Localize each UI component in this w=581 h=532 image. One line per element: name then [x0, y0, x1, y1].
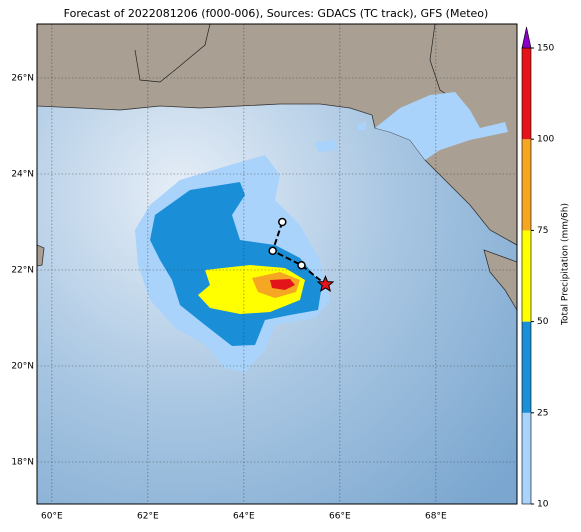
land — [37, 244, 45, 267]
colorbar-label: Total Precipitation (mm/6h) — [561, 203, 571, 326]
colorbar-tick-label: 75 — [537, 226, 548, 236]
chart-title: Forecast of 2022081206 (f000-006), Sourc… — [64, 7, 489, 20]
x-tick-label: 60°E — [41, 512, 63, 522]
map — [37, 24, 517, 504]
track-point — [297, 260, 306, 270]
colorbar: 10 25 50 75 100 150 — [521, 26, 554, 510]
colorbar-segment — [522, 412, 531, 504]
y-tick-label: 26°N — [11, 74, 34, 84]
x-tick-label: 68°E — [425, 512, 447, 522]
colorbar-tick-label: 10 — [537, 500, 549, 510]
y-tick-label: 20°N — [11, 362, 34, 372]
colorbar-tick-label: 25 — [537, 408, 548, 418]
precip-area — [315, 122, 366, 152]
precip-area — [375, 92, 508, 160]
colorbar-segment — [522, 48, 531, 140]
land — [37, 24, 517, 246]
y-tick-label: 22°N — [11, 266, 34, 276]
graticule — [37, 24, 517, 504]
x-tick-label: 64°E — [233, 512, 255, 522]
colorbar-segment — [522, 230, 531, 322]
track-point — [268, 246, 277, 256]
colorbar-segment — [522, 139, 531, 231]
y-tick-label: 18°N — [11, 458, 34, 468]
colorbar-tick-label: 150 — [537, 44, 554, 54]
colorbar-extend — [521, 26, 532, 49]
x-tick-label: 66°E — [329, 512, 351, 522]
track-point — [278, 217, 287, 227]
colorbar-frame — [521, 47, 532, 505]
colorbar-segment — [522, 321, 531, 413]
land — [483, 249, 517, 311]
colorbar-tick-label: 50 — [537, 317, 549, 327]
y-tick-label: 24°N — [11, 170, 34, 180]
map-frame — [36, 23, 518, 505]
colorbar-tick-label: 100 — [537, 135, 554, 145]
border — [134, 24, 211, 83]
axes: 60°E 62°E 64°E 66°E 68°E 18°N 20°N 22°N 24°N 26°N — [11, 74, 447, 522]
x-tick-label: 62°E — [137, 512, 159, 522]
track-line — [271, 221, 327, 286]
current-position — [316, 275, 335, 293]
track — [268, 217, 335, 293]
precip-area — [270, 279, 295, 290]
